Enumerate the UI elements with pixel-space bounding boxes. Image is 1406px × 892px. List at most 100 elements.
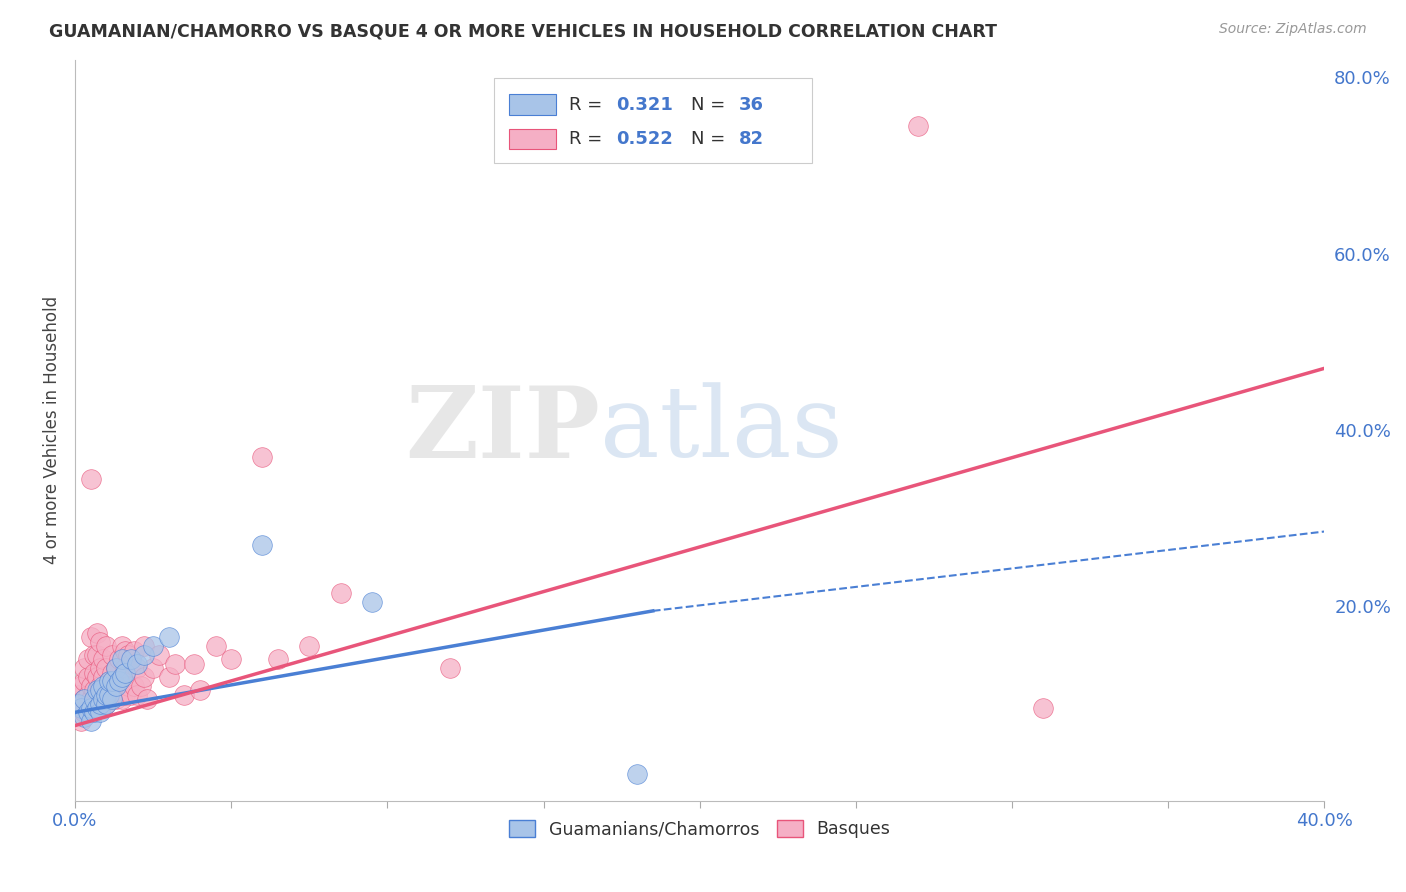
Point: [86, 683, 108, 698]
Point: [91, 688, 114, 702]
Point: [439, 661, 461, 675]
Point: [89, 697, 111, 711]
Point: [107, 674, 129, 689]
Point: [83, 697, 105, 711]
Point: [101, 692, 124, 706]
Point: [96, 679, 118, 693]
Point: [129, 679, 152, 693]
Point: [73, 692, 96, 706]
Point: [96, 639, 118, 653]
Point: [83, 665, 105, 680]
Point: [360, 595, 382, 609]
Point: [70, 701, 93, 715]
Point: [86, 626, 108, 640]
Point: [73, 710, 96, 724]
Point: [91, 670, 114, 684]
Point: [114, 665, 136, 680]
Point: [111, 670, 134, 684]
Y-axis label: 4 or more Vehicles in Household: 4 or more Vehicles in Household: [44, 296, 60, 564]
Point: [104, 692, 127, 706]
Point: [111, 639, 134, 653]
Point: [132, 648, 155, 662]
Text: N =: N =: [690, 130, 731, 148]
Point: [157, 670, 180, 684]
Bar: [494, 78, 813, 163]
Point: [89, 692, 111, 706]
Point: [101, 648, 124, 662]
Point: [329, 586, 352, 600]
Point: [104, 661, 127, 675]
Point: [91, 652, 114, 666]
Point: [70, 697, 93, 711]
Point: [157, 631, 180, 645]
Point: [70, 714, 93, 728]
Point: [83, 706, 105, 720]
Text: 36: 36: [738, 95, 763, 114]
Legend: Guamanians/Chamorros, Basques: Guamanians/Chamorros, Basques: [502, 813, 897, 846]
Point: [89, 683, 111, 698]
Point: [107, 683, 129, 698]
Point: [101, 674, 124, 689]
Point: [267, 652, 290, 666]
Point: [79, 701, 101, 715]
Text: 0.522: 0.522: [616, 130, 673, 148]
Point: [89, 706, 111, 720]
Point: [104, 679, 127, 693]
Point: [111, 692, 134, 706]
Point: [67, 697, 90, 711]
Point: [252, 538, 274, 552]
Point: [86, 648, 108, 662]
Point: [101, 665, 124, 680]
Point: [79, 706, 101, 720]
Point: [86, 670, 108, 684]
Point: [98, 688, 121, 702]
Text: R =: R =: [568, 95, 607, 114]
Text: GUAMANIAN/CHAMORRO VS BASQUE 4 OR MORE VEHICLES IN HOUSEHOLD CORRELATION CHART: GUAMANIAN/CHAMORRO VS BASQUE 4 OR MORE V…: [49, 22, 997, 40]
Point: [86, 701, 108, 715]
Point: [132, 670, 155, 684]
Text: N =: N =: [690, 95, 731, 114]
Point: [79, 692, 101, 706]
Point: [117, 679, 139, 693]
Point: [1032, 701, 1054, 715]
Point: [70, 679, 93, 693]
Point: [73, 674, 96, 689]
Point: [135, 692, 157, 706]
Point: [111, 652, 134, 666]
Point: [117, 648, 139, 662]
Point: [76, 701, 98, 715]
Point: [76, 652, 98, 666]
Text: atlas: atlas: [600, 382, 842, 478]
Point: [67, 701, 90, 715]
Point: [626, 767, 648, 781]
Point: [204, 639, 226, 653]
Point: [98, 674, 121, 689]
Point: [114, 643, 136, 657]
Point: [73, 692, 96, 706]
Point: [79, 714, 101, 728]
Point: [73, 706, 96, 720]
Point: [89, 661, 111, 675]
Point: [120, 657, 142, 671]
Point: [89, 634, 111, 648]
Point: [98, 674, 121, 689]
Point: [79, 679, 101, 693]
Point: [83, 648, 105, 662]
Point: [163, 657, 186, 671]
Point: [98, 692, 121, 706]
Point: [76, 670, 98, 684]
Point: [76, 706, 98, 720]
Point: [188, 683, 211, 698]
Point: [83, 692, 105, 706]
Text: 0.321: 0.321: [616, 95, 673, 114]
Text: ZIP: ZIP: [405, 382, 600, 479]
Bar: [509, 95, 555, 115]
Point: [114, 661, 136, 675]
Point: [89, 679, 111, 693]
Point: [142, 639, 165, 653]
Point: [107, 652, 129, 666]
Point: [91, 692, 114, 706]
Point: [96, 661, 118, 675]
Point: [79, 631, 101, 645]
Point: [86, 701, 108, 715]
